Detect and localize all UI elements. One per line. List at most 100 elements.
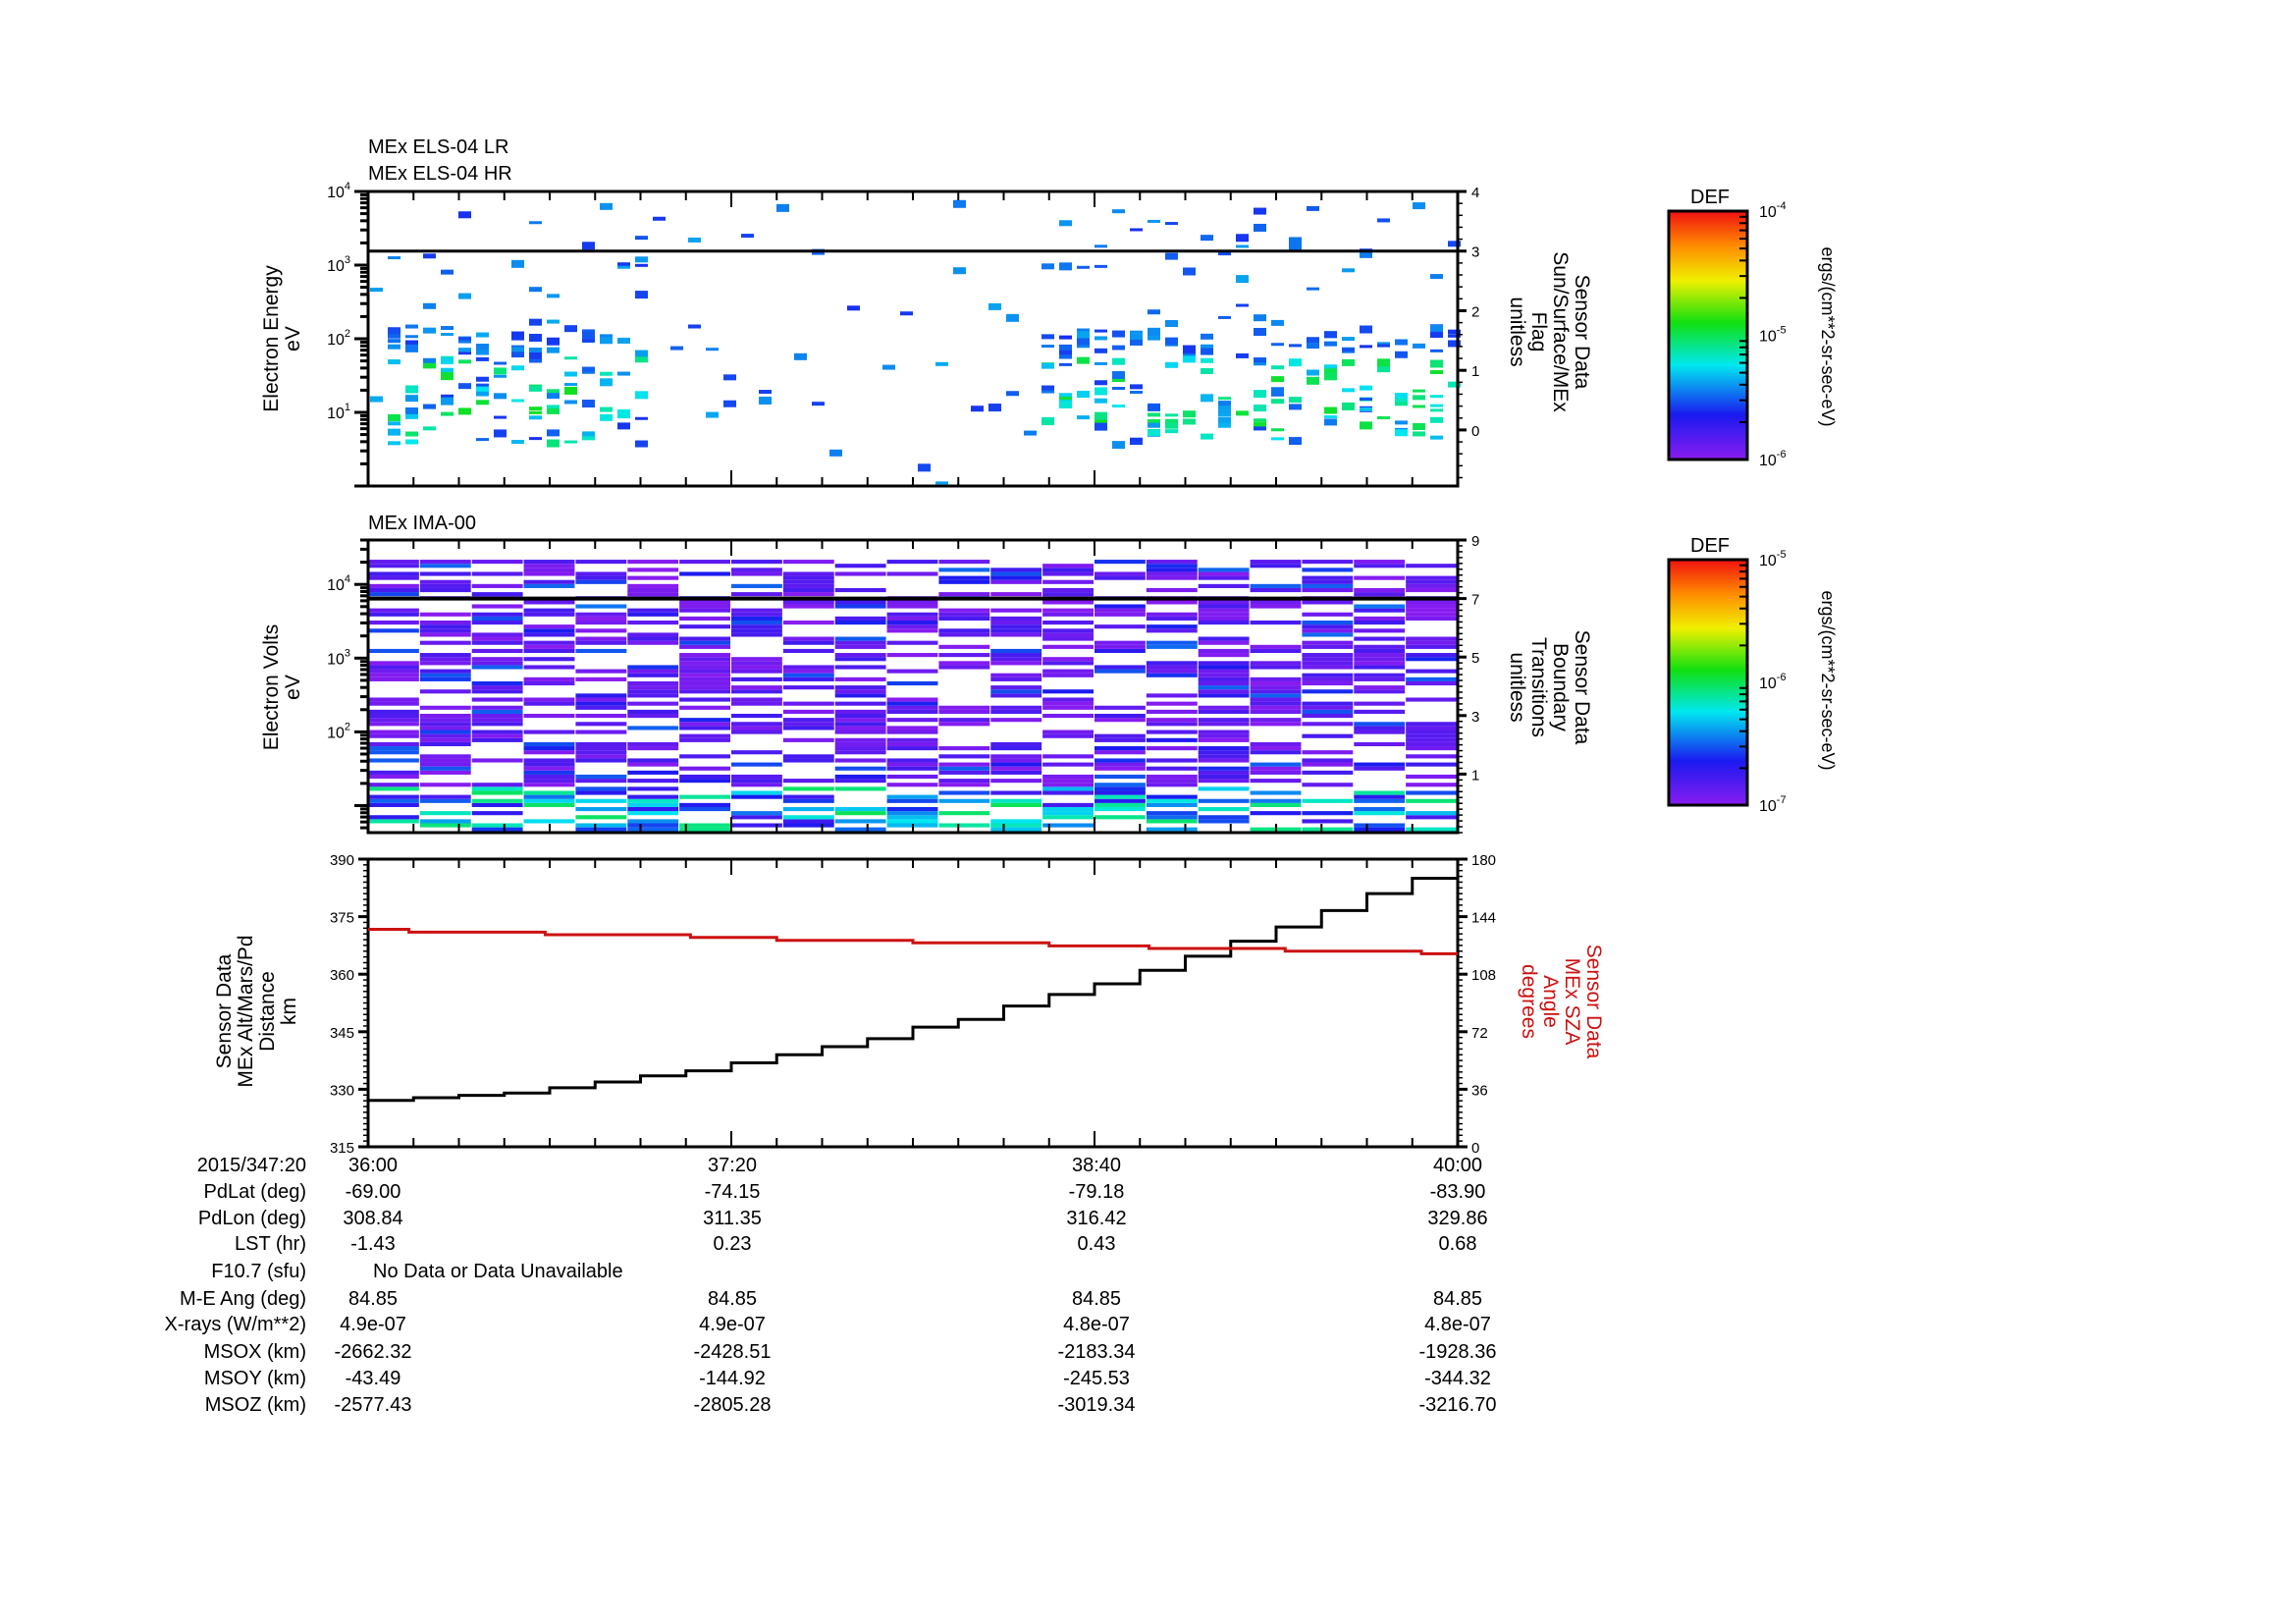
spectrogram-cell xyxy=(1165,320,1178,328)
spectrogram-cell xyxy=(782,579,834,584)
spectrogram-cell xyxy=(635,356,648,363)
spectrogram-cell xyxy=(575,579,627,584)
table-cell: -2577.43 xyxy=(334,1394,412,1416)
spectrogram-cell xyxy=(990,571,1042,576)
spectrogram-cell xyxy=(370,288,383,293)
spectrogram-cell xyxy=(582,431,595,437)
spectrogram-cell xyxy=(1302,653,1354,658)
spectrogram-cell xyxy=(1250,644,1302,649)
spectrogram-cell xyxy=(1302,632,1354,637)
spectrogram-cell xyxy=(523,612,575,617)
spectrogram-cell xyxy=(1302,628,1354,633)
spectrogram-cell xyxy=(1095,786,1146,791)
spectrogram-cell xyxy=(1198,750,1250,755)
spectrogram-cell xyxy=(1360,385,1372,391)
spectrogram-cell xyxy=(1146,669,1198,674)
spectrogram-cell xyxy=(935,481,948,485)
spectrogram-cell xyxy=(1342,337,1355,342)
spectrogram-cell xyxy=(368,697,419,702)
spectrogram-cell xyxy=(886,680,938,686)
spectrogram-cell xyxy=(1198,770,1250,775)
spectrogram-cell xyxy=(731,608,782,613)
spectrogram-cell xyxy=(938,754,990,759)
table-row-label: PdLon (deg) xyxy=(197,1208,306,1229)
spectrogram-cell xyxy=(600,337,613,345)
spectrogram-cell xyxy=(1041,385,1054,392)
spectrogram-cell xyxy=(1059,220,1072,227)
spectrogram-cell xyxy=(1112,387,1125,391)
spectrogram-cell xyxy=(476,400,489,406)
spectrogram-cell xyxy=(368,648,419,654)
spectrogram-cell xyxy=(1324,341,1337,347)
spectrogram-cell xyxy=(1354,665,1406,670)
spectrogram-cell xyxy=(1198,669,1250,674)
spectrogram-cell xyxy=(1095,774,1146,780)
spectrogram-cell xyxy=(990,790,1042,795)
spectrogram-cell xyxy=(782,621,834,625)
spectrogram-cell xyxy=(1042,644,1094,649)
spectrogram-cell xyxy=(627,621,679,625)
spectrogram-cell xyxy=(1360,249,1372,258)
spectrogram-cell xyxy=(627,592,679,597)
spectrogram-cell xyxy=(1183,355,1196,363)
spectrogram-cell xyxy=(1342,388,1355,393)
spectrogram-cell xyxy=(627,709,679,714)
table-cell: 38:40 xyxy=(1071,1155,1122,1176)
spectrogram-cell xyxy=(1406,612,1457,617)
spectrogram-cell xyxy=(419,621,471,625)
spectrogram-cell xyxy=(1250,750,1302,755)
spectrogram-cell xyxy=(523,746,575,751)
spectrogram-cell xyxy=(782,786,834,791)
spectrogram-cell xyxy=(990,705,1042,710)
spectrogram-cell xyxy=(1130,228,1143,232)
spectrogram-cell xyxy=(635,256,648,263)
spectrogram-cell xyxy=(1377,364,1390,373)
spectrogram-cell xyxy=(368,802,419,807)
spectrogram-cell xyxy=(511,350,524,358)
spectrogram-cell xyxy=(1302,827,1354,832)
colorbar-tick-label: 10-5 xyxy=(1759,549,1787,569)
spectrogram-cell xyxy=(1218,416,1231,425)
spectrogram-cell xyxy=(419,571,471,576)
y-tick-label: 102 xyxy=(327,328,350,349)
spectrogram-cell xyxy=(1406,653,1457,658)
spectrogram-cell xyxy=(731,665,782,670)
table-cell: 316.42 xyxy=(1066,1208,1127,1229)
spectrogram-cell xyxy=(938,722,990,727)
spectrogram-cell xyxy=(1095,758,1146,763)
spectrogram-cell xyxy=(731,632,782,637)
spectrogram-cell xyxy=(1342,348,1355,352)
spectrogram-cell xyxy=(1095,669,1146,674)
spectrogram-cell xyxy=(882,364,895,370)
spectrogram-cell xyxy=(1254,314,1266,322)
spectrogram-cell xyxy=(523,640,575,645)
spectrogram-cell xyxy=(441,269,454,275)
spectrogram-cell xyxy=(1146,819,1198,824)
table-cell: -43.49 xyxy=(345,1368,401,1389)
spectrogram-cell xyxy=(476,385,489,392)
colorbar2-title: DEF xyxy=(1690,535,1730,557)
spectrogram-cell xyxy=(1289,237,1302,245)
spectrogram-cell xyxy=(834,657,886,662)
spectrogram-cell xyxy=(1324,415,1337,419)
spectrogram-cell xyxy=(1406,754,1457,759)
spectrogram-cell xyxy=(1059,262,1072,271)
spectrogram-cell xyxy=(988,404,1001,412)
spectrogram-cell xyxy=(627,741,679,747)
spectrogram-cell xyxy=(419,583,471,588)
spectrogram-cell xyxy=(1148,219,1160,223)
spectrogram-cell xyxy=(1406,746,1457,751)
spectrogram-cell xyxy=(1236,234,1249,243)
spectrogram-cell xyxy=(575,701,627,706)
spectrogram-cell xyxy=(1146,571,1198,576)
spectrogram-cell xyxy=(1218,250,1231,256)
spectrogram-cell xyxy=(1165,252,1178,260)
spectrogram-cell xyxy=(679,737,730,742)
spectrogram-cell xyxy=(1254,390,1266,399)
spectrogram-cell xyxy=(1146,587,1198,593)
table-cell: -344.32 xyxy=(1424,1368,1491,1389)
spectrogram-cell xyxy=(1198,621,1250,625)
spectrogram-cell xyxy=(782,604,834,609)
spectrogram-cell xyxy=(1377,342,1390,346)
spectrogram-cell xyxy=(1406,774,1457,780)
